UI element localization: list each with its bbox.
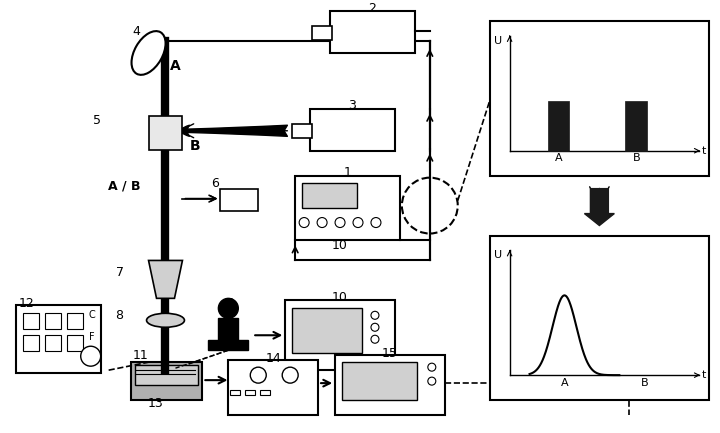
Bar	[335, 355, 445, 415]
Text: t: t	[702, 146, 706, 156]
Bar	[260, 390, 270, 395]
Ellipse shape	[147, 313, 184, 327]
Bar	[547, 101, 570, 151]
Bar	[45, 313, 60, 329]
Bar	[285, 301, 395, 370]
Text: 15: 15	[382, 347, 398, 360]
Bar	[490, 21, 709, 176]
Bar	[135, 365, 199, 385]
Text: A: A	[170, 59, 181, 73]
Bar	[292, 308, 362, 353]
Text: B: B	[190, 139, 201, 153]
Text: 12: 12	[19, 297, 35, 310]
Bar	[490, 236, 709, 400]
Bar	[23, 313, 39, 329]
Bar	[218, 318, 238, 340]
Text: A: A	[554, 153, 562, 163]
Circle shape	[317, 217, 327, 227]
Text: 10: 10	[332, 291, 348, 304]
Text: 11: 11	[132, 349, 148, 362]
Text: 8: 8	[116, 309, 124, 322]
Text: 10: 10	[332, 239, 348, 252]
Text: A: A	[561, 378, 568, 388]
Ellipse shape	[132, 31, 166, 75]
Bar	[625, 101, 647, 151]
Bar	[292, 124, 312, 138]
Text: C: C	[89, 310, 96, 320]
Text: 14: 14	[266, 352, 281, 365]
Bar	[130, 362, 202, 400]
Circle shape	[371, 335, 379, 343]
Text: 5: 5	[93, 114, 101, 127]
Bar	[342, 362, 417, 400]
Bar	[310, 109, 395, 151]
Text: 2: 2	[368, 2, 376, 15]
FancyArrow shape	[585, 189, 614, 226]
Text: 4: 4	[132, 25, 140, 38]
Bar	[302, 183, 357, 207]
Circle shape	[299, 217, 309, 227]
Text: B: B	[641, 378, 648, 388]
Circle shape	[428, 377, 436, 385]
Circle shape	[282, 367, 298, 383]
Text: t: t	[702, 370, 706, 380]
Text: U: U	[493, 250, 502, 261]
Bar	[148, 116, 182, 150]
Text: 3: 3	[348, 99, 356, 112]
Circle shape	[428, 363, 436, 371]
Bar	[67, 313, 83, 329]
Text: 7: 7	[116, 266, 124, 279]
Polygon shape	[148, 260, 182, 298]
Bar	[208, 340, 248, 350]
Circle shape	[371, 323, 379, 331]
Circle shape	[251, 367, 266, 383]
Bar	[220, 189, 258, 210]
Bar	[330, 11, 415, 53]
Circle shape	[218, 298, 238, 318]
Circle shape	[353, 217, 363, 227]
Bar	[16, 305, 101, 373]
Circle shape	[81, 346, 101, 366]
Bar	[246, 390, 256, 395]
Text: 13: 13	[148, 397, 163, 410]
Text: 1: 1	[344, 166, 352, 179]
Bar	[67, 335, 83, 351]
Bar	[295, 176, 400, 240]
Circle shape	[335, 217, 345, 227]
Text: U: U	[493, 36, 502, 46]
Bar	[312, 26, 332, 40]
Bar	[45, 335, 60, 351]
Text: B: B	[632, 153, 640, 163]
Bar	[230, 390, 240, 395]
Circle shape	[371, 311, 379, 319]
Text: F: F	[89, 332, 94, 342]
Text: 9: 9	[226, 297, 234, 310]
Circle shape	[371, 217, 381, 227]
Text: 6: 6	[212, 177, 220, 190]
Bar	[228, 360, 318, 415]
Text: A / B: A / B	[108, 179, 140, 192]
Bar	[23, 335, 39, 351]
